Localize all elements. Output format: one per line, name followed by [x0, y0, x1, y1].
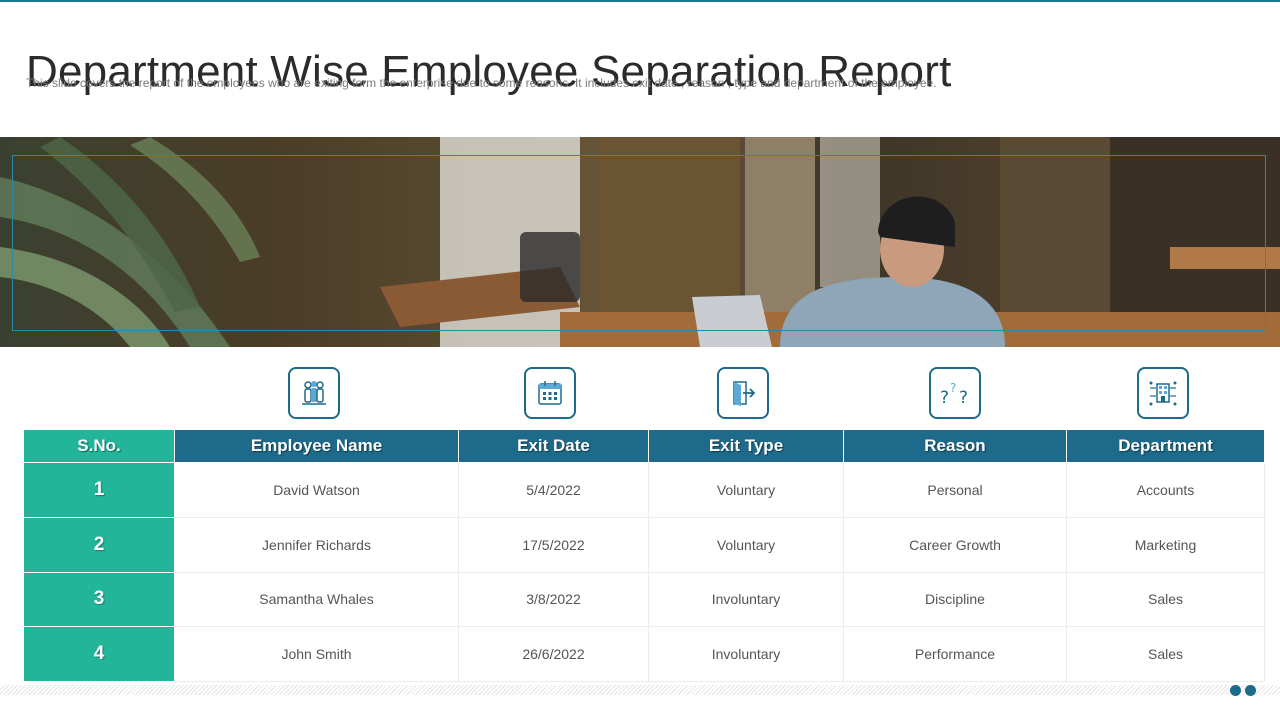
office-photo-illustration [0, 137, 1280, 347]
cell-sno: 1 [23, 462, 175, 518]
question-marks-icon: ? ? ? [929, 367, 981, 419]
cell-employee-name: Samantha Whales [174, 571, 459, 628]
header-reason: Reason [843, 429, 1067, 463]
cell-reason: Career Growth [843, 516, 1067, 573]
exit-door-icon [717, 367, 769, 419]
photo-frame-outline [12, 155, 1266, 331]
cell-reason: Discipline [843, 571, 1067, 628]
cell-exit-date: 5/4/2022 [458, 462, 649, 518]
cell-department: Marketing [1066, 516, 1265, 573]
cell-sno: 2 [23, 516, 175, 573]
decorative-dot [1245, 685, 1256, 696]
top-accent-rule [0, 0, 1280, 2]
cell-exit-date: 17/5/2022 [458, 516, 649, 573]
cell-department: Accounts [1066, 462, 1265, 518]
cell-exit-type: Involuntary [648, 571, 844, 628]
bottom-decorative-stripe [0, 685, 1280, 695]
svg-text:?: ? [950, 381, 956, 395]
table-row: 3 Samantha Whales 3/8/2022 Involuntary D… [23, 571, 1265, 628]
cell-exit-type: Voluntary [648, 516, 844, 573]
header-department: Department [1066, 429, 1265, 463]
table-row: 1 David Watson 5/4/2022 Voluntary Person… [23, 462, 1265, 518]
svg-text:?: ? [940, 388, 949, 408]
table-row: 2 Jennifer Richards 17/5/2022 Voluntary … [23, 516, 1265, 573]
table-header-row: S.No. Employee Name Exit Date Exit Type … [23, 429, 1265, 463]
header-exit-type: Exit Type [648, 429, 844, 463]
office-photo-banner [0, 137, 1280, 347]
cell-sno: 4 [23, 626, 175, 682]
separation-report-table: S.No. Employee Name Exit Date Exit Type … [23, 429, 1265, 682]
page-subtitle: This slide covers the report of the empl… [26, 76, 937, 90]
cell-employee-name: Jennifer Richards [174, 516, 459, 573]
employees-group-icon [288, 367, 340, 419]
header-sno: S.No. [23, 429, 175, 463]
table-row: 4 John Smith 26/6/2022 Involuntary Perfo… [23, 626, 1265, 682]
cell-employee-name: John Smith [174, 626, 459, 682]
cell-exit-type: Involuntary [648, 626, 844, 682]
cell-exit-date: 26/6/2022 [458, 626, 649, 682]
cell-sno: 3 [23, 571, 175, 628]
header-exit-date: Exit Date [458, 429, 649, 463]
cell-exit-date: 3/8/2022 [458, 571, 649, 628]
cell-reason: Performance [843, 626, 1067, 682]
cell-department: Sales [1066, 571, 1265, 628]
decorative-dot [1230, 685, 1241, 696]
page-title: Department Wise Employee Separation Repo… [26, 47, 952, 97]
calendar-icon [524, 367, 576, 419]
cell-employee-name: David Watson [174, 462, 459, 518]
cell-reason: Personal [843, 462, 1067, 518]
cell-department: Sales [1066, 626, 1265, 682]
svg-text:?: ? [959, 388, 968, 408]
organization-building-icon [1137, 367, 1189, 419]
cell-exit-type: Voluntary [648, 462, 844, 518]
header-employee-name: Employee Name [174, 429, 459, 463]
